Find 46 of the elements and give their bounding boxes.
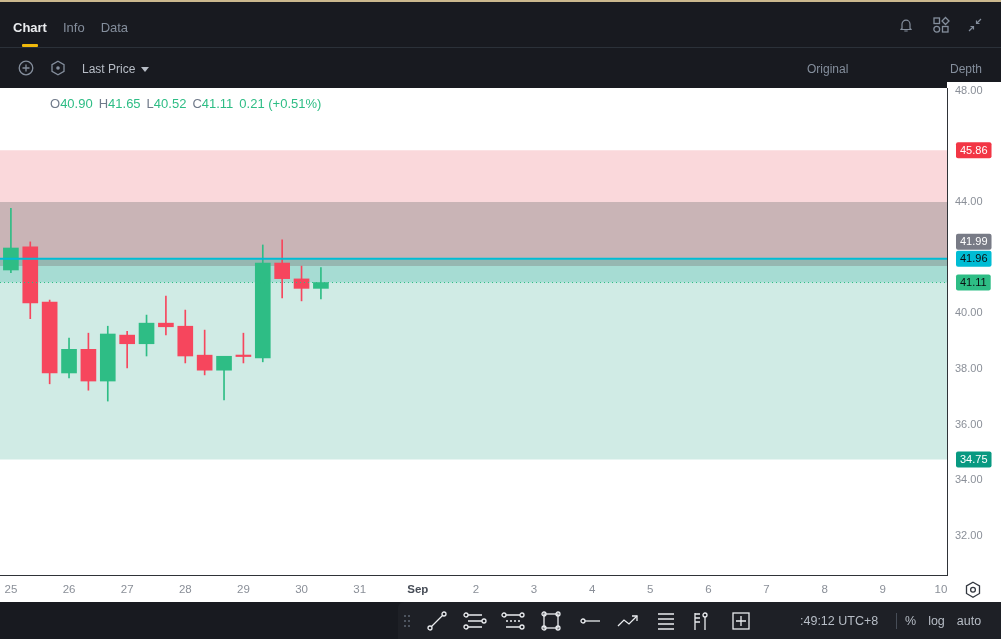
annotation: 0.21 (+0.51%) — [239, 96, 322, 112]
x-tick-label: 7 — [763, 583, 770, 596]
text: log — [928, 613, 945, 629]
x-tick-label: 2 — [472, 583, 480, 596]
x-tick-label: 10 — [934, 583, 948, 596]
y-tick-label: 36.00 — [955, 417, 983, 430]
y-tick-label: 32.00 — [955, 529, 983, 542]
x-tick-label: 26 — [62, 583, 76, 596]
x-tick-label: 28 — [178, 583, 192, 596]
text: Depth — [950, 61, 983, 77]
candlestick — [158, 295, 174, 336]
x-tick-label: 9 — [879, 583, 887, 596]
x-tick-label: 29 — [237, 583, 250, 596]
annotation: L40.52 — [146, 96, 187, 111]
x-tick-label: 30 — [295, 583, 308, 596]
x-tick-label: Sep — [407, 583, 429, 596]
text: Data — [100, 20, 129, 36]
candlestick — [119, 330, 135, 369]
y-tick-label: 38.00 — [955, 362, 983, 375]
text: Original — [807, 61, 849, 77]
y-tick-label: 44.00 — [955, 195, 983, 208]
x-tick-label: 31 — [353, 583, 367, 596]
text: Chart — [13, 20, 47, 36]
y-tick-label: 40.00 — [955, 306, 983, 319]
text: :49:12 UTC+8 — [800, 613, 879, 629]
y-tick-label: 34.00 — [955, 473, 983, 486]
band-label: 45.86 — [960, 143, 988, 156]
annotation: H41.65 — [98, 96, 141, 111]
x-tick-label: 5 — [647, 583, 654, 596]
text: % — [905, 613, 917, 629]
annotation: C41.11 — [192, 96, 234, 111]
y-tick-label: 48.00 — [955, 83, 983, 96]
band-label: 34.75 — [960, 453, 988, 466]
x-tick-label: 6 — [705, 583, 712, 596]
x-tick-label: 25 — [4, 583, 18, 596]
x-tick-label: 27 — [120, 583, 134, 596]
x-tick-label: 4 — [588, 583, 596, 596]
text: Info — [62, 20, 85, 36]
band-label: 41.99 — [960, 235, 988, 248]
annotation: O40.90 — [50, 96, 93, 111]
ref-line-label: 41.11 — [960, 276, 987, 289]
ref-line-label: 41.96 — [960, 252, 988, 265]
x-tick-label: 3 — [530, 583, 538, 596]
text: auto — [956, 613, 982, 629]
x-tick-label: 8 — [821, 583, 828, 596]
text: Last Price — [82, 61, 136, 77]
